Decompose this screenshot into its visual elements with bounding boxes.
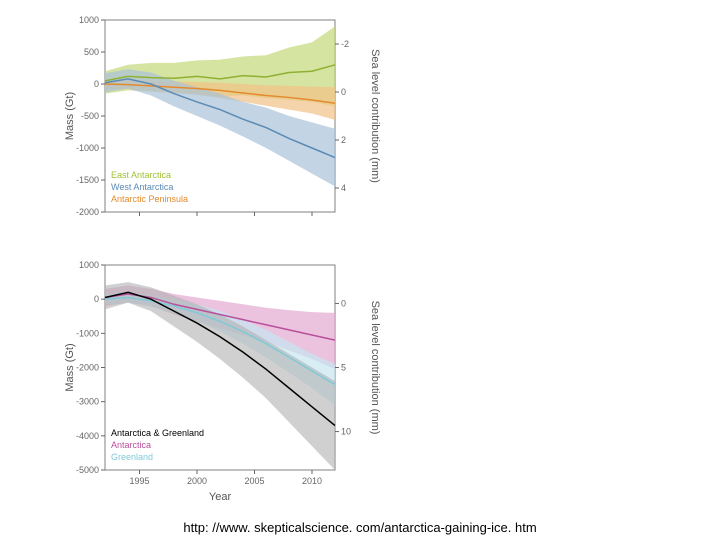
svg-text:Antarctic Peninsula: Antarctic Peninsula: [111, 194, 188, 204]
svg-text:500: 500: [84, 47, 99, 57]
svg-text:Year: Year: [209, 491, 232, 503]
svg-text:1000: 1000: [79, 260, 99, 270]
svg-text:Antarctica & Greenland: Antarctica & Greenland: [111, 428, 204, 438]
svg-text:10: 10: [341, 427, 351, 437]
svg-text:2: 2: [341, 135, 346, 145]
svg-text:Sea level contribution (mm): Sea level contribution (mm): [369, 49, 380, 183]
bottom-chart-svg: -5000 -4000 -3000 -2000 -1000 0 1000 0 5 10 1995 20…: [60, 255, 380, 505]
svg-text:Mass (Gt): Mass (Gt): [64, 92, 76, 140]
svg-text:-2000: -2000: [76, 207, 99, 217]
svg-text:-1000: -1000: [76, 328, 99, 338]
source-url: http: //www. skepticalscience. com/antar…: [0, 520, 720, 535]
svg-text:-2000: -2000: [76, 363, 99, 373]
svg-text:Antarctica: Antarctica: [111, 440, 151, 450]
svg-text:-1000: -1000: [76, 143, 99, 153]
svg-text:0: 0: [341, 87, 346, 97]
svg-text:-1500: -1500: [76, 175, 99, 185]
svg-text:Mass (Gt): Mass (Gt): [64, 343, 76, 391]
svg-text:Sea level contribution (mm): Sea level contribution (mm): [369, 301, 380, 435]
svg-text:-2: -2: [341, 39, 349, 49]
top-chart-svg: -2000 -1500 -1000 -500 0 500 1000 -2 0 2 4 Mass (Gt…: [60, 10, 380, 230]
svg-text:0: 0: [94, 79, 99, 89]
bottom-chart-panel: -5000 -4000 -3000 -2000 -1000 0 1000 0 5 10 1995 20…: [60, 255, 380, 505]
svg-text:East Antarctica: East Antarctica: [111, 170, 171, 180]
svg-text:-5000: -5000: [76, 465, 99, 475]
svg-text:2000: 2000: [187, 476, 207, 486]
svg-text:1995: 1995: [129, 476, 149, 486]
svg-text:-4000: -4000: [76, 431, 99, 441]
svg-text:Greenland: Greenland: [111, 452, 153, 462]
svg-text:5: 5: [341, 363, 346, 373]
svg-text:2005: 2005: [244, 476, 264, 486]
top-chart-panel: -2000 -1500 -1000 -500 0 500 1000 -2 0 2 4 Mass (Gt…: [60, 10, 380, 230]
svg-text:2010: 2010: [302, 476, 322, 486]
svg-text:0: 0: [341, 298, 346, 308]
svg-text:4: 4: [341, 183, 346, 193]
svg-text:1000: 1000: [79, 15, 99, 25]
svg-text:West Antarctica: West Antarctica: [111, 182, 173, 192]
svg-text:-500: -500: [81, 111, 99, 121]
svg-text:-3000: -3000: [76, 397, 99, 407]
svg-text:0: 0: [94, 294, 99, 304]
